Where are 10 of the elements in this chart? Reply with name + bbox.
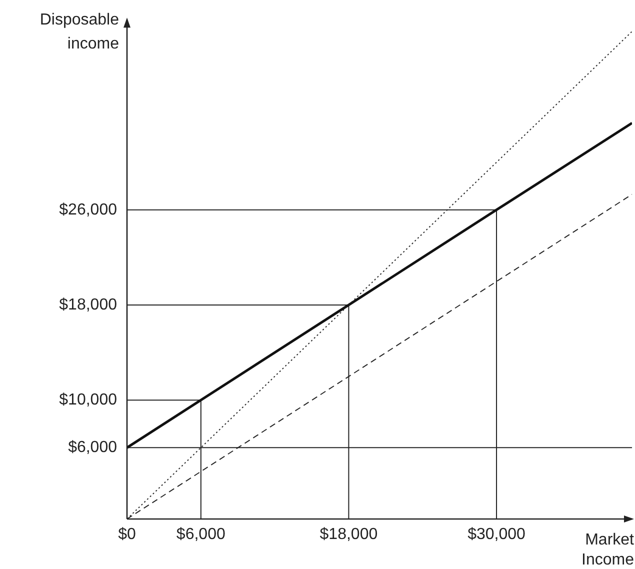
x-tick-label: $18,000	[320, 526, 378, 544]
x-axis-title: Market Income	[582, 531, 635, 568]
x-tick-label: $30,000	[468, 526, 526, 544]
y-tick-label: $26,000	[59, 201, 118, 218]
y-tick-label: $18,000	[59, 296, 118, 314]
x-tick-label: $6,000	[176, 526, 226, 544]
y-tick-label: $6,000	[68, 439, 118, 456]
y-tick-label: $10,000	[59, 392, 118, 408]
y-axis-title: Disposable income	[40, 11, 120, 52]
x-tick-label: $0	[118, 526, 136, 544]
